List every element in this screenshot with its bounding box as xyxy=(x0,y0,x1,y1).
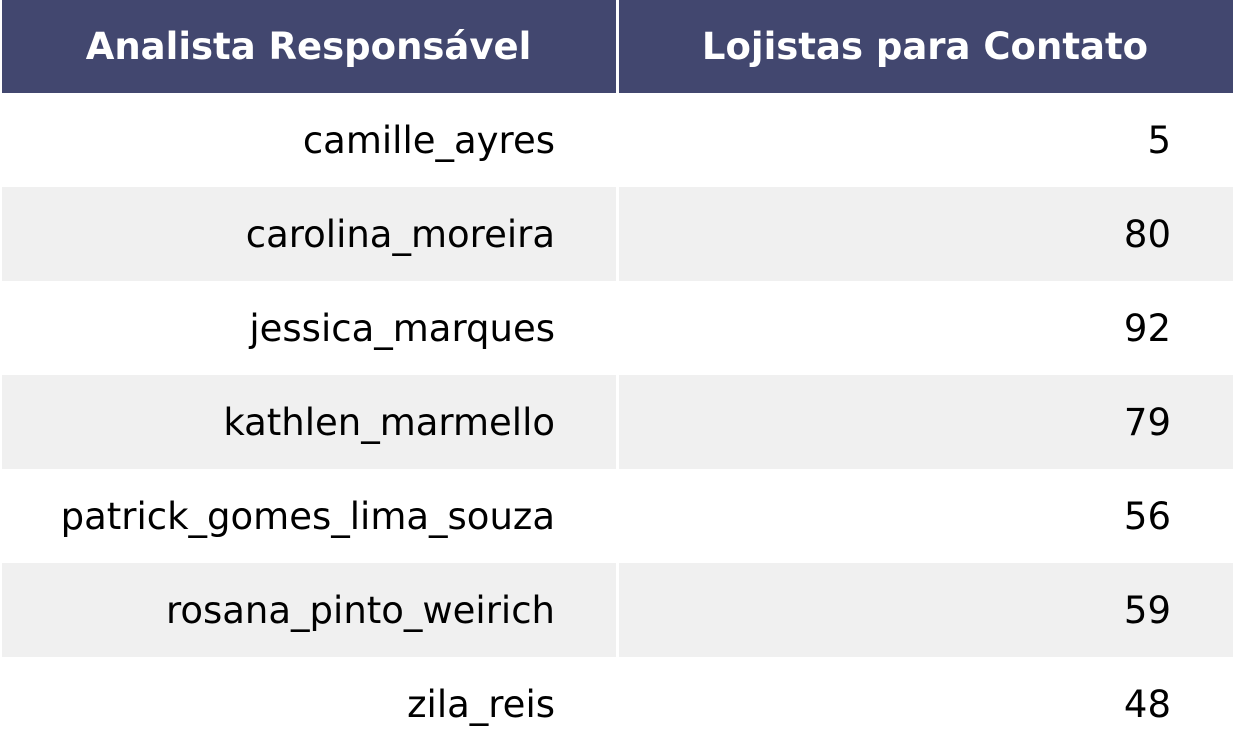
cell-contacts: 56 xyxy=(1123,494,1171,538)
cell-contacts: 5 xyxy=(1147,118,1171,162)
cell-analyst: camille_ayres xyxy=(302,118,555,162)
cell-analyst: carolina_moreira xyxy=(245,212,555,256)
cell-contacts: 80 xyxy=(1123,212,1171,256)
cell-contacts: 79 xyxy=(1123,400,1171,444)
cell-contacts: 48 xyxy=(1123,682,1171,726)
column-divider xyxy=(616,0,619,751)
cell-contacts: 92 xyxy=(1123,306,1171,350)
cell-analyst: patrick_gomes_lima_souza xyxy=(60,494,555,538)
cell-analyst: rosana_pinto_weirich xyxy=(165,588,555,632)
column-header-analyst: Analista Responsável xyxy=(85,25,532,68)
column-header-contacts: Lojistas para Contato xyxy=(701,25,1149,68)
cell-analyst: kathlen_marmello xyxy=(223,400,555,444)
left-edge xyxy=(0,0,2,751)
cell-analyst: jessica_marques xyxy=(249,306,555,350)
cell-contacts: 59 xyxy=(1123,588,1171,632)
cell-analyst: zila_reis xyxy=(407,682,555,726)
